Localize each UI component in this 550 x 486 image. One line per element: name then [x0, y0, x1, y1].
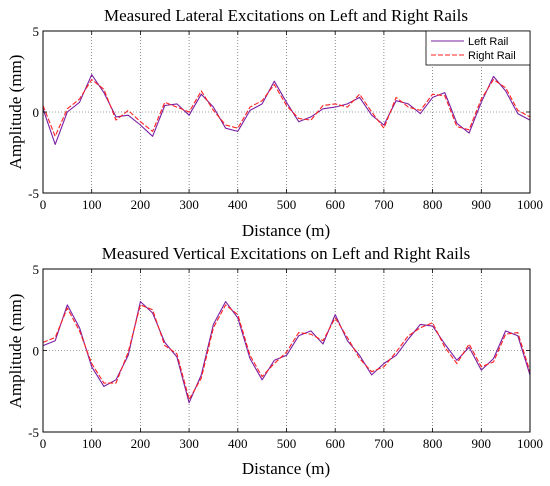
x-tick-label: 600 — [325, 197, 345, 212]
x-tick-label: 0 — [40, 197, 47, 212]
x-tick-label: 800 — [423, 197, 443, 212]
x-tick-label: 700 — [374, 197, 394, 212]
x-tick-label: 500 — [277, 197, 297, 212]
y-tick-label: -5 — [28, 186, 39, 201]
series-line-left-rail — [42, 74, 531, 145]
y-tick-label: 5 — [33, 24, 40, 39]
x-tick-label: 900 — [472, 436, 492, 451]
x-tick-label: 900 — [472, 197, 492, 212]
legend-label: Left Rail — [468, 36, 508, 48]
series-line-right-rail — [42, 304, 531, 400]
x-tick-label: 600 — [325, 436, 345, 451]
y-tick-label: 5 — [33, 262, 40, 277]
x-tick-label: 0 — [40, 436, 47, 451]
x-tick-label: 100 — [82, 197, 102, 212]
x-tick-label: 1000 — [517, 436, 543, 451]
legend-box — [425, 30, 531, 66]
x-tick-label: 800 — [423, 436, 443, 451]
x-tick-label: 400 — [228, 436, 248, 451]
y-tick-label: -5 — [28, 425, 39, 440]
x-tick-label: 500 — [277, 436, 297, 451]
x-tick-label: 200 — [131, 197, 151, 212]
chart-title: Measured Lateral Excitations on Left and… — [104, 6, 468, 25]
x-tick-label: 300 — [179, 197, 199, 212]
x-tick-label: 300 — [179, 436, 199, 451]
legend-label: Right Rail — [468, 50, 516, 62]
y-axis-label: Amplitude (mm) — [6, 294, 25, 409]
y-axis-label: Amplitude (mm) — [6, 55, 25, 170]
x-tick-label: 700 — [374, 436, 394, 451]
x-tick-label: 200 — [131, 436, 151, 451]
lateral-chart: Measured Lateral Excitations on Left and… — [6, 6, 543, 240]
y-tick-label: 0 — [33, 344, 40, 359]
legend: Left Rail Right Rail — [425, 30, 531, 66]
x-axis-label: Distance (m) — [242, 459, 330, 478]
vertical-chart: Measured Vertical Excitations on Left an… — [6, 244, 543, 478]
series-line-right-rail — [42, 79, 531, 137]
x-axis-label: Distance (m) — [242, 221, 330, 240]
y-tick-label: 0 — [33, 105, 40, 120]
x-tick-label: 1000 — [517, 197, 543, 212]
chart-title: Measured Vertical Excitations on Left an… — [102, 244, 470, 263]
x-tick-label: 100 — [82, 436, 102, 451]
x-tick-label: 400 — [228, 197, 248, 212]
